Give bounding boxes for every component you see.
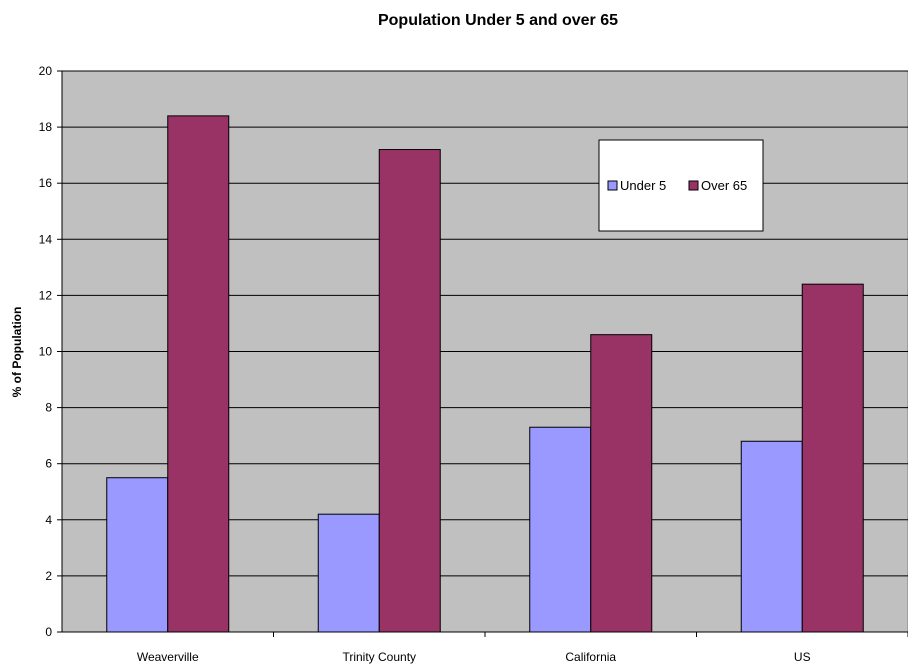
y-tick-labels: 0 2 4 6 8 10 12 14 16 18 20 (39, 64, 53, 639)
bars (106, 115, 864, 633)
x-tick-label: US (794, 650, 811, 664)
y-tick-label: 16 (39, 176, 53, 190)
x-tick-labels: Weaverville Trinity County California US (137, 650, 811, 664)
y-tick-label: 14 (39, 232, 53, 246)
x-tick-label: Weaverville (137, 650, 199, 664)
bar-under-5-weaverville (106, 477, 169, 633)
legend-box (598, 139, 764, 232)
bar-under-5-california (529, 426, 592, 633)
y-tick-label: 0 (45, 625, 52, 639)
y-tick-label: 4 (45, 513, 52, 527)
y-tick-label: 20 (39, 64, 53, 78)
bar-over-65-weaverville (167, 115, 230, 633)
y-tick-label: 10 (39, 345, 53, 359)
y-tick-label: 2 (45, 569, 52, 583)
x-tick-label: Trinity County (342, 650, 416, 664)
x-tick-label: California (565, 650, 616, 664)
legend-label-over-65: Over 65 (701, 178, 747, 193)
chart-title: Population Under 5 and over 65 (378, 12, 618, 29)
legend-swatch-under-5 (607, 180, 618, 191)
y-tick-label: 12 (39, 288, 53, 302)
legend: Under 5 Over 65 (598, 139, 764, 232)
legend-swatch-over-65 (688, 180, 699, 191)
bar-over-65-trinity-county (378, 149, 441, 633)
bar-over-65-california (590, 334, 653, 633)
y-tick-label: 6 (45, 457, 52, 471)
y-tick-label: 18 (39, 120, 53, 134)
bar-under-5-us (740, 440, 803, 633)
bar-under-5-trinity-county (317, 513, 380, 633)
y-tick-label: 8 (45, 401, 52, 415)
bar-over-65-us (801, 283, 864, 633)
legend-label-under-5: Under 5 (620, 178, 666, 193)
axes (57, 70, 908, 637)
y-axis-label: % of Population (10, 307, 24, 398)
